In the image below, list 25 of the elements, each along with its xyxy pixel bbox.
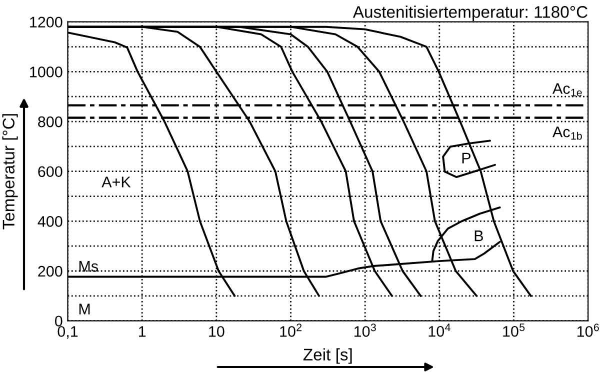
annotation: A+K: [102, 176, 131, 188]
y-tick-label: 400: [38, 216, 62, 227]
x-tick-label: 10$^{5}$: [503, 324, 525, 337]
y-tick-label: 600: [38, 166, 62, 178]
x-tick-label: 1: [139, 326, 146, 337]
annotation: B: [474, 230, 483, 242]
x-tick-label: 10$^{4}$: [428, 324, 450, 337]
y-tick-label: 1000: [30, 66, 62, 78]
x-tick-label: 0,1: [58, 326, 78, 339]
annotation: M: [79, 304, 90, 314]
y-tick-label: 0: [55, 316, 62, 327]
y-tick-label: 1200: [30, 16, 62, 28]
ref-line-label: Ac$_{1b}$: [552, 126, 582, 140]
x-axis-title: Zeit [s]: [303, 348, 352, 364]
x-tick-label: 10: [209, 326, 224, 337]
y-tick-label: 200: [38, 266, 62, 277]
chart-title: Austenitisiertemperatur: 1180°C: [352, 6, 588, 22]
x-tick-label: 10$^{6}$: [577, 324, 599, 337]
annotation: P: [462, 152, 470, 164]
x-tick-label: 10$^{2}$: [280, 324, 302, 337]
ref-line-label: Ac$_{1e}$: [552, 83, 582, 96]
y-tick-label: 800: [38, 116, 62, 128]
y-axis-title: Temperatur [°C]: [2, 114, 18, 230]
x-tick-label: 10$^{3}$: [354, 324, 376, 337]
annotation: Ms: [79, 261, 98, 272]
